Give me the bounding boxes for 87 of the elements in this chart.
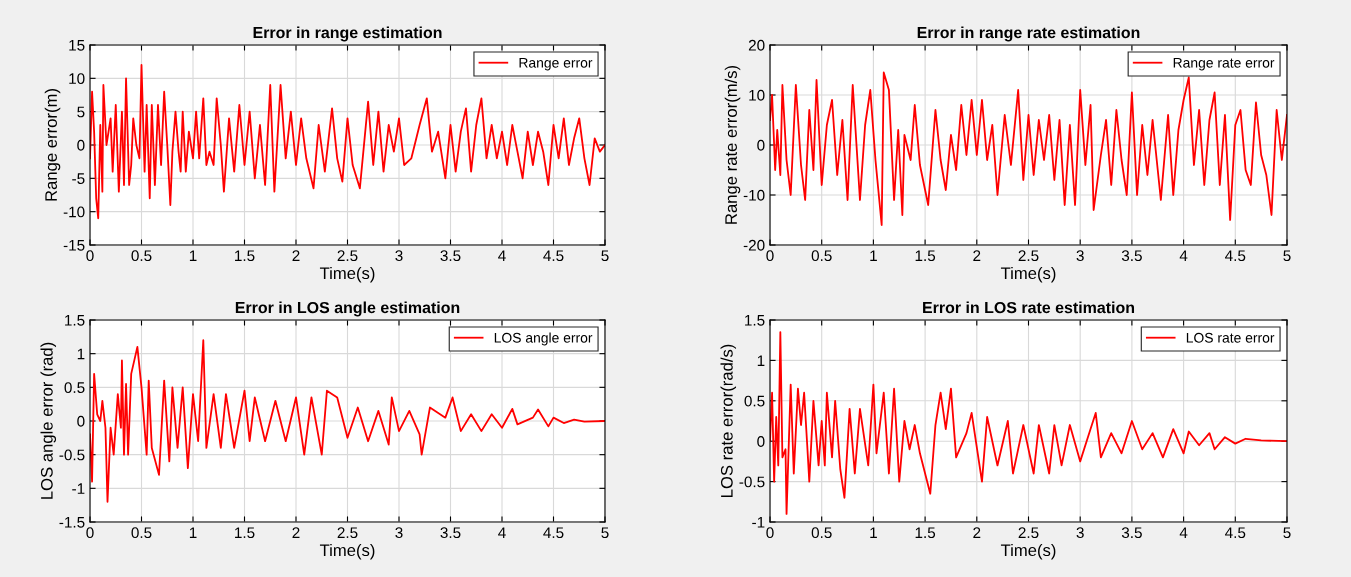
x-tick-label: 5 — [601, 527, 609, 539]
x-tick-label: 4.5 — [1225, 250, 1246, 262]
y-tick-label: -0.5 — [59, 449, 85, 461]
legend-label: Range rate error — [1173, 58, 1275, 71]
y-tick-label: -15 — [63, 240, 85, 251]
y-tick-label: 1.5 — [65, 315, 85, 326]
x-tick-label: 1 — [870, 527, 877, 538]
x-tick-label: 4 — [498, 527, 506, 538]
y-tick-label: 0 — [77, 415, 85, 427]
chart-title: Error in LOS angle estimation — [235, 301, 460, 317]
line-series — [770, 331, 1287, 515]
y-tick-label: 1 — [757, 355, 765, 366]
x-axis-title: Time(s) — [1000, 543, 1056, 560]
y-tick-label: 15 — [69, 40, 85, 51]
y-tick-label: 10 — [69, 73, 85, 85]
chart-title: Error in LOS rate estimation — [923, 301, 1135, 314]
x-tick-label: 3.5 — [440, 250, 461, 262]
x-tick-label: 0 — [766, 527, 774, 539]
x-tick-label: 1 — [870, 250, 877, 261]
y-axis-title: LOS rate error(rad/s) — [720, 344, 737, 497]
x-tick-label: 3.5 — [440, 527, 461, 539]
x-tick-label: 0 — [86, 250, 94, 262]
x-tick-label: 3.5 — [1121, 527, 1142, 539]
x-tick-label: 2 — [973, 250, 981, 261]
x-tick-label: 3 — [1076, 250, 1084, 262]
y-tick-label: 20 — [748, 39, 765, 51]
x-tick-label: 4 — [1179, 527, 1188, 538]
y-tick-label: 5 — [77, 106, 85, 118]
x-tick-label: 1.5 — [915, 250, 936, 262]
y-tick-label: -0.5 — [739, 476, 765, 488]
x-axis-title: Time(s) — [1000, 266, 1056, 283]
legend-label: LOS rate error — [1186, 332, 1275, 343]
x-tick-label: 4 — [498, 250, 506, 261]
x-tick-label: 2 — [292, 527, 300, 538]
y-tick-label: -1 — [752, 517, 765, 528]
y-tick-label: -5 — [72, 173, 85, 185]
x-tick-label: 0.5 — [811, 250, 832, 262]
x-tick-label: 2.5 — [1018, 250, 1039, 262]
y-tick-label: 0.5 — [64, 382, 85, 394]
x-tick-label: 2 — [292, 250, 300, 261]
legend-label: LOS angle error — [494, 332, 593, 346]
x-tick-label: 4.5 — [543, 250, 564, 262]
x-axis-title: Time(s) — [319, 543, 375, 560]
line-series — [770, 71, 1287, 226]
y-tick-label: 0.5 — [744, 395, 765, 407]
x-tick-label: 3 — [395, 527, 403, 539]
y-tick-label: 0 — [757, 139, 765, 151]
x-tick-label: 0 — [766, 250, 774, 262]
x-tick-label: 4 — [1179, 250, 1188, 261]
x-tick-label: 4.5 — [1225, 527, 1246, 539]
y-tick-label: -10 — [743, 189, 765, 201]
x-tick-label: 1 — [189, 527, 197, 538]
x-tick-label: 0.5 — [811, 527, 832, 539]
x-tick-label: 1.5 — [235, 527, 255, 539]
x-tick-label: 0.5 — [131, 527, 152, 539]
chart-title: Error in range estimation — [253, 26, 442, 42]
x-tick-label: 5 — [601, 250, 609, 262]
x-tick-label: 0 — [86, 527, 94, 539]
x-tick-label: 5 — [1283, 250, 1291, 262]
x-tick-label: 2.5 — [337, 250, 358, 262]
x-tick-label: 3.5 — [1121, 250, 1142, 262]
y-tick-label: -1.5 — [59, 517, 85, 528]
legend-label: Range error — [519, 58, 593, 71]
y-axis-title: Range rate error(m/s) — [724, 65, 741, 224]
x-tick-label: 5 — [1283, 527, 1291, 539]
x-tick-label: 1.5 — [915, 527, 936, 539]
x-tick-label: 0.5 — [131, 250, 152, 262]
y-tick-label: 0 — [77, 139, 85, 151]
x-tick-label: 3 — [395, 250, 403, 262]
x-tick-label: 1.5 — [235, 250, 255, 262]
x-tick-label: 2 — [973, 527, 981, 538]
x-axis-title: Time(s) — [319, 266, 375, 283]
chart-title: Error in range rate estimation — [917, 26, 1140, 42]
y-tick-label: -10 — [63, 206, 85, 218]
y-tick-label: 10 — [749, 89, 765, 101]
y-tick-label: 0 — [757, 436, 765, 447]
y-axis-title: LOS angle error (rad) — [40, 342, 57, 499]
x-tick-label: 2.5 — [1018, 527, 1039, 539]
y-tick-label: 1 — [77, 348, 85, 360]
x-tick-label: 3 — [1076, 527, 1084, 539]
x-tick-label: 2.5 — [337, 527, 358, 539]
x-tick-label: 1 — [189, 250, 197, 261]
y-tick-label: -1 — [72, 483, 85, 494]
y-tick-label: 1.5 — [745, 315, 765, 326]
y-tick-label: -20 — [743, 239, 765, 251]
x-tick-label: 4.5 — [543, 527, 564, 539]
y-axis-title: Range error(m) — [44, 89, 61, 201]
